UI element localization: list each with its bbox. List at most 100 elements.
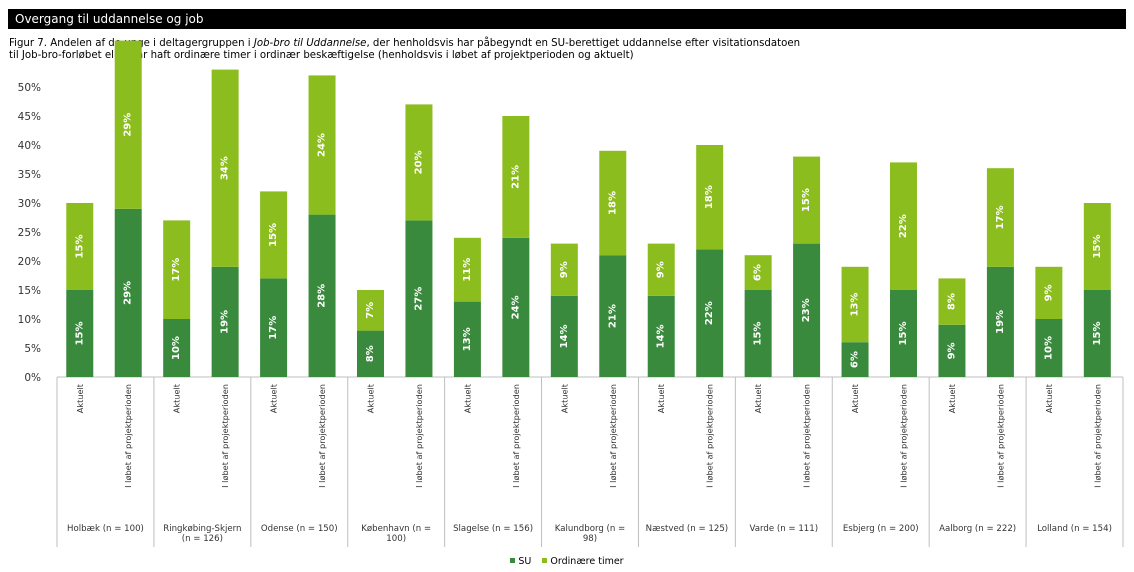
x-group-label-line: Ringkøbing-Skjern (163, 524, 241, 534)
bar-su (114, 208, 142, 377)
x-subcategory-label: Aktuelt (947, 383, 957, 413)
bar-su (744, 290, 772, 377)
x-group-label: Ringkøbing-Skjern (n = 126) (163, 524, 241, 544)
data-label-su: 15% (74, 322, 85, 346)
bar-ordinaere (986, 168, 1014, 267)
y-tick-label: 0% (24, 372, 41, 384)
bar-ordinaere (744, 255, 772, 290)
data-label-su: 14% (559, 324, 570, 348)
bar-su (211, 266, 239, 377)
y-tick-label: 40% (18, 140, 41, 152)
data-label-ordinaere: 9% (1043, 284, 1054, 301)
caption-text: , der henholdsvis har påbegyndt en SU-be… (366, 38, 801, 49)
x-group-label: Odense (n = 150) (261, 524, 338, 534)
y-tick-label: 35% (18, 169, 41, 181)
data-label-ordinaere: 13% (850, 293, 861, 317)
bar-su (550, 295, 578, 377)
data-label-su: 28% (317, 284, 328, 308)
y-tick-label: 25% (18, 227, 41, 239)
bar-su (502, 237, 530, 377)
bar-su (793, 243, 821, 377)
x-group-label-line: Kalundborg (n = (555, 524, 626, 534)
caption-italic-text: Job-bro til Uddannelse (253, 38, 367, 49)
data-label-ordinaere: 15% (801, 188, 812, 212)
x-group-label-line: Varde (n = 111) (750, 524, 819, 534)
data-label-ordinaere: 15% (268, 223, 279, 247)
bar-ordinaere (163, 220, 191, 319)
y-tick-label: 30% (18, 198, 41, 210)
bar-ordinaere (260, 191, 288, 279)
x-group-label-line: Odense (n = 150) (261, 524, 338, 534)
x-subcategory-label: Aktuelt (850, 383, 860, 413)
bar-su (405, 220, 433, 377)
data-label-su: 19% (220, 310, 231, 334)
data-label-su: 15% (898, 322, 909, 346)
x-subcategory-label: Aktuelt (462, 383, 472, 413)
x-group-label-line: 100) (386, 534, 406, 544)
bar-ordinaere (502, 116, 530, 238)
legend-label-su: SU (518, 556, 532, 567)
y-tick-label: 45% (18, 111, 41, 123)
x-group-label-line: Næstved (n = 125) (646, 524, 729, 534)
x-subcategory-label: I løbet af projektperioden (123, 384, 133, 488)
x-subcategory-label: I løbet af projektperioden (317, 384, 327, 488)
bar-su (599, 255, 627, 377)
bar-su (66, 290, 94, 377)
x-subcategory-label: Aktuelt (1044, 383, 1054, 413)
legend-label-ordinaere: Ordinære timer (550, 556, 624, 567)
x-group-label-line: Holbæk (n = 100) (67, 524, 144, 534)
bar-su (308, 214, 336, 377)
x-subcategory-label: Aktuelt (366, 383, 376, 413)
bar-su (260, 278, 288, 377)
bar-su (696, 249, 724, 377)
data-label-su: 21% (607, 304, 618, 328)
data-label-ordinaere: 9% (656, 261, 667, 278)
legend-swatch-su (510, 558, 516, 563)
bar-ordinaere (453, 237, 481, 302)
bar-ordinaere (599, 150, 627, 256)
bar-su (453, 301, 481, 377)
bar-ordinaere (1035, 266, 1063, 319)
x-subcategory-label: Aktuelt (269, 383, 279, 413)
bar-ordinaere (405, 104, 433, 221)
x-group-label: Lolland (n = 154) (1037, 524, 1112, 534)
bar-ordinaere (938, 278, 966, 325)
data-label-su: 13% (462, 327, 473, 351)
x-group-label: Kalundborg (n = 98) (555, 524, 626, 544)
bar-ordinaere (1083, 203, 1111, 290)
data-label-ordinaere: 17% (171, 258, 182, 282)
bar-ordinaere (211, 69, 239, 267)
bar-su (357, 330, 385, 377)
x-group-label: Esbjerg (n = 200) (843, 524, 919, 534)
y-tick-label: 5% (24, 343, 41, 355)
x-group-label-line: Esbjerg (n = 200) (843, 524, 919, 534)
data-label-su: 29% (123, 281, 134, 305)
bar-su (841, 342, 869, 377)
x-group-label-line: Lolland (n = 154) (1037, 524, 1112, 534)
x-group-label-line: Slagelse (n = 156) (453, 524, 533, 534)
x-subcategory-label: Aktuelt (559, 383, 569, 413)
y-tick-label: 50% (18, 82, 41, 94)
x-subcategory-label: Aktuelt (75, 383, 85, 413)
caption-line-2: til Job-bro-forløbet eller har haft ordi… (9, 50, 634, 61)
bar-ordinaere (308, 75, 336, 215)
bar-ordinaere (114, 40, 142, 209)
data-label-su: 9% (946, 342, 957, 359)
bar-ordinaere (696, 145, 724, 250)
y-tick-label: 10% (18, 314, 41, 326)
data-label-su: 8% (365, 345, 376, 362)
y-tick-label: 15% (18, 285, 41, 297)
x-group-label: Holbæk (n = 100) (67, 524, 144, 534)
x-group-label-line: Aalborg (n = 222) (939, 524, 1016, 534)
data-label-ordinaere: 21% (510, 165, 521, 189)
x-group-label: Varde (n = 111) (750, 524, 819, 534)
bar-su (938, 324, 966, 377)
bar-ordinaere (647, 243, 675, 296)
data-label-su: 15% (1092, 322, 1103, 346)
data-label-ordinaere: 6% (753, 264, 764, 281)
x-subcategory-label: I løbet af projektperioden (220, 384, 230, 488)
x-group-label: København (n = 100) (361, 524, 431, 544)
legend-item-su: SU (510, 556, 531, 568)
data-label-ordinaere: 24% (317, 133, 328, 157)
bar-su (1035, 319, 1063, 377)
